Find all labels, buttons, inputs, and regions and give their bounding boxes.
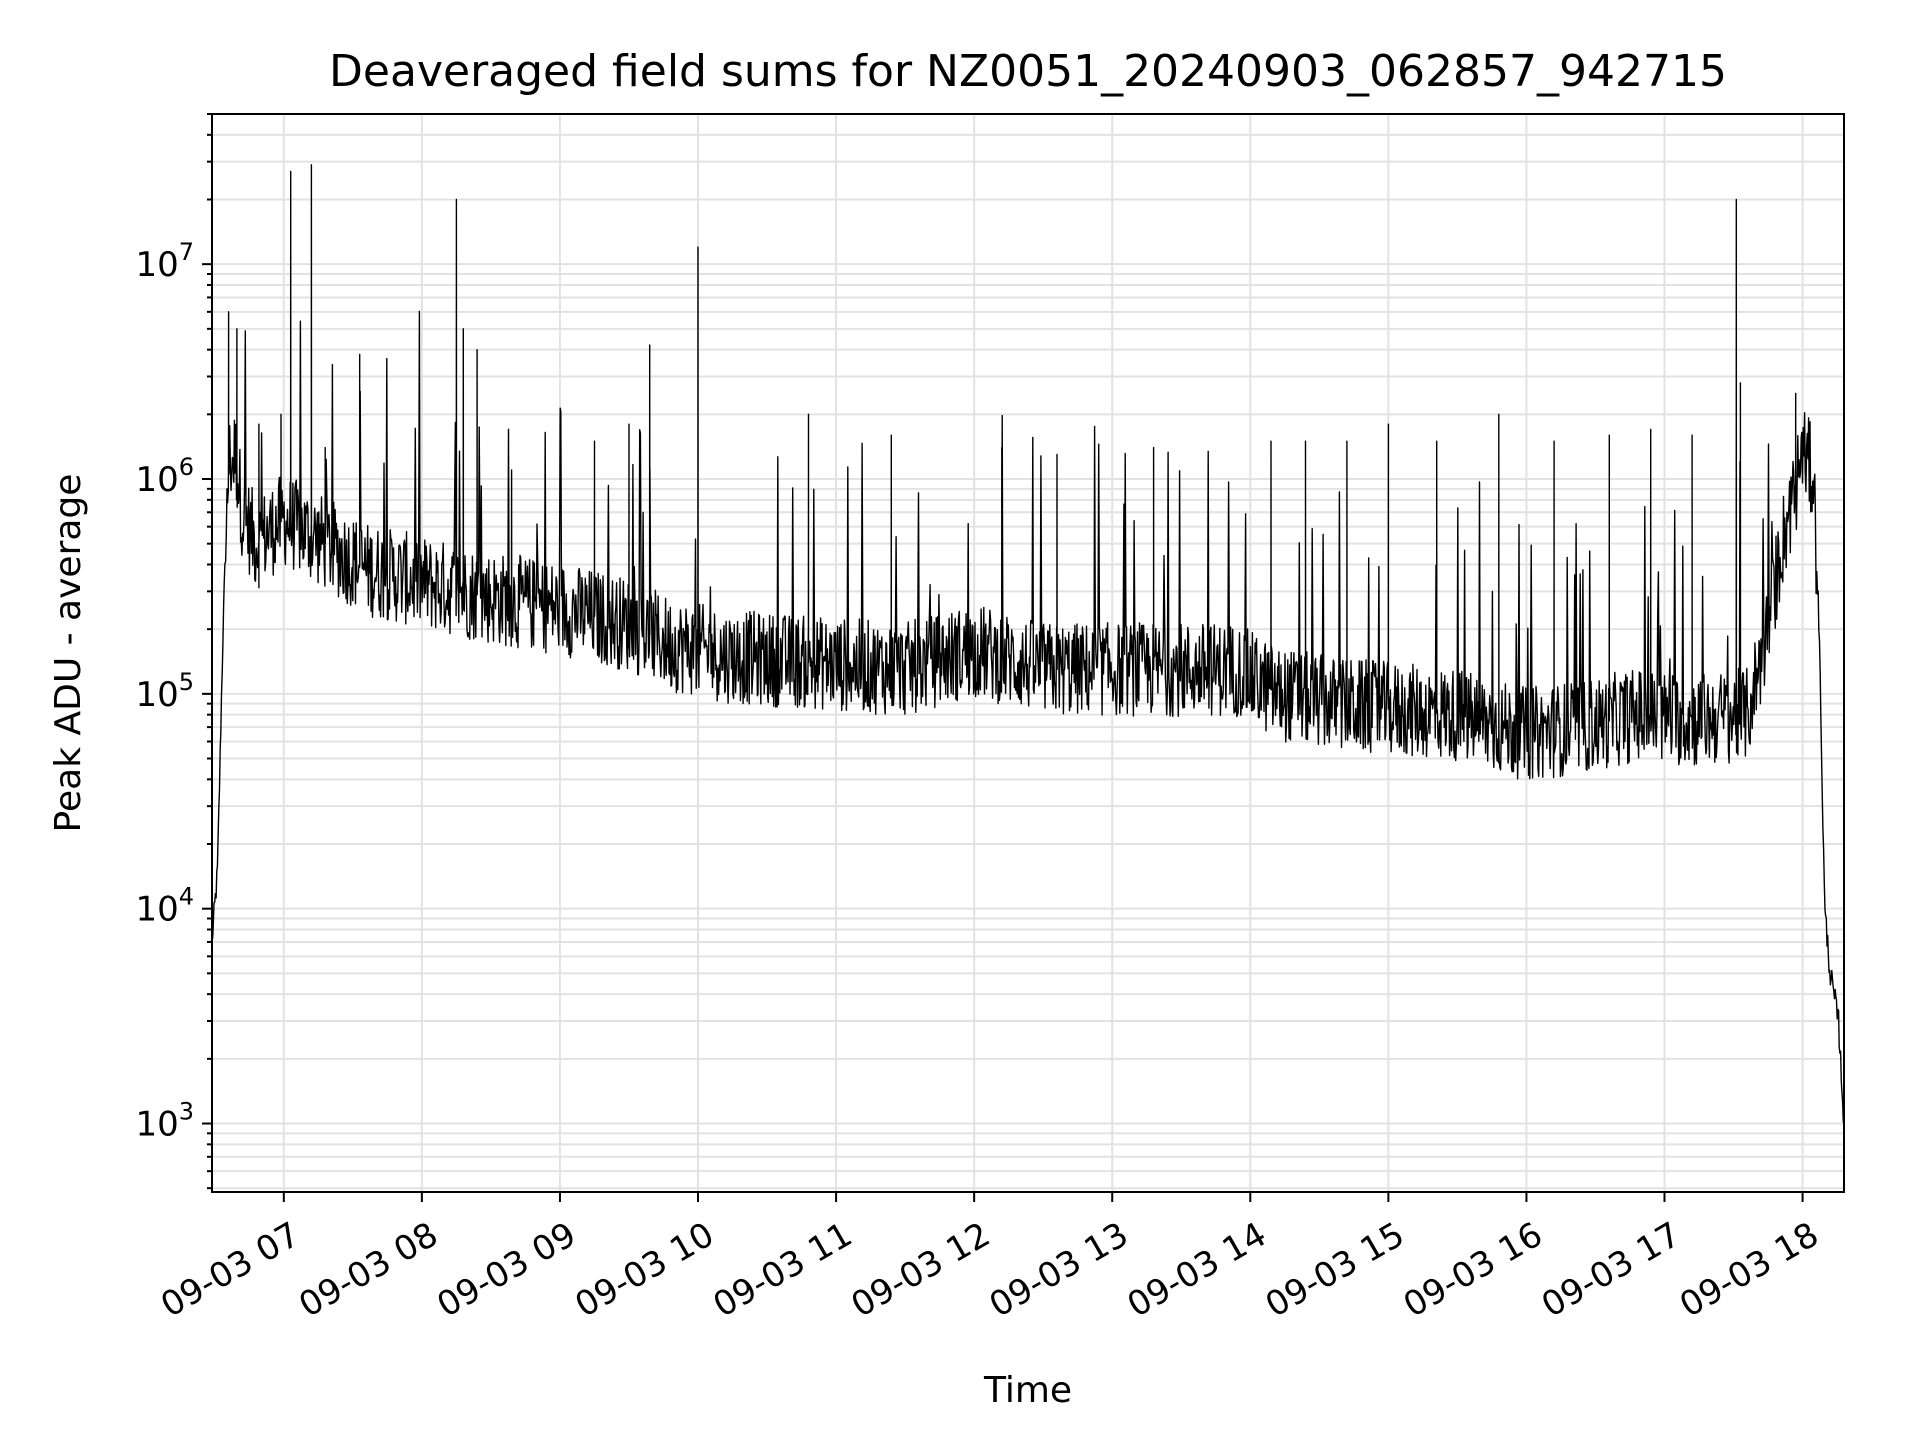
- y-axis-label: Peak ADU - average: [48, 474, 89, 833]
- y-tick-label: 106: [135, 453, 194, 500]
- x-axis-label: Time: [983, 1370, 1072, 1411]
- y-tick-label: 104: [135, 883, 194, 930]
- y-tick-label: 105: [135, 668, 194, 715]
- plot-area: [211, 113, 1845, 1193]
- y-tick-label: 107: [135, 238, 194, 285]
- series-layer: [211, 164, 1845, 1123]
- series-line: [211, 164, 1845, 1123]
- y-tick-label: 103: [135, 1098, 194, 1145]
- chart-title: Deaveraged field sums for NZ0051_2024090…: [329, 46, 1727, 97]
